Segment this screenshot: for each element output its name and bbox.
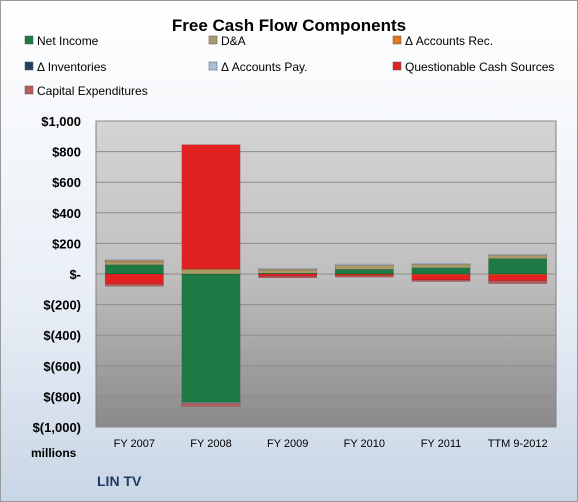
chart-title: Free Cash Flow Components (172, 16, 406, 35)
y-tick-label: $- (69, 267, 81, 282)
bar-segment (334, 275, 394, 278)
bar-segment (334, 263, 394, 266)
legend-swatch (24, 85, 34, 95)
bar-segment (411, 267, 471, 275)
bar-segment (181, 403, 241, 407)
bar-segment (411, 263, 471, 265)
y-tick-label: $400 (52, 206, 81, 221)
y-tick-label: $600 (52, 175, 81, 190)
legend-label: Δ Accounts Pay. (221, 60, 308, 74)
bar-segment (411, 279, 471, 282)
bar-segment (258, 268, 318, 270)
y-tick-label: $(800) (43, 389, 81, 404)
company-label: LIN TV (97, 473, 142, 489)
bar-segment (104, 264, 164, 275)
y-tick-label: $(200) (43, 298, 81, 313)
bar-segment (181, 273, 241, 403)
legend-label: Net Income (37, 34, 99, 48)
x-tick-label: TTM 9-2012 (488, 438, 548, 450)
units-label: millions (31, 446, 77, 460)
bar-segment (104, 259, 164, 262)
bar-segment (181, 144, 241, 269)
legend-swatch (392, 35, 402, 45)
x-tick-label: FY 2007 (114, 438, 155, 450)
legend-swatch (208, 61, 218, 71)
legend-label: D&A (221, 34, 246, 48)
bar-segment (334, 264, 394, 270)
x-tick-label: FY 2009 (267, 438, 308, 450)
y-tick-label: $(400) (43, 328, 81, 343)
y-tick-label: $1,000 (41, 114, 81, 129)
legend-swatch (24, 61, 34, 71)
x-tick-label: FY 2011 (421, 438, 462, 450)
y-tick-label: $(600) (43, 359, 81, 374)
legend-swatch (24, 35, 34, 45)
y-tick-label: $200 (52, 236, 81, 251)
legend-label: Questionable Cash Sources (405, 60, 554, 74)
bar-segment (258, 273, 318, 277)
x-tick-label: FY 2010 (344, 438, 385, 450)
bar-segment (258, 276, 318, 279)
x-tick-label: FY 2008 (190, 438, 231, 450)
bar-segment (488, 254, 548, 259)
legend-label: Δ Inventories (37, 60, 106, 74)
bar-segment (104, 283, 164, 287)
bar-segment (181, 269, 241, 275)
legend-swatch (208, 35, 218, 45)
legend-swatch (392, 61, 402, 71)
bar-segment (488, 280, 548, 284)
bar-segment (334, 269, 394, 275)
bar-segment (411, 274, 471, 281)
bar-segment (104, 273, 164, 285)
x-axis: FY 2007 FY 2008 FY 2009 FY 2010 FY 2011 TTM 9… (114, 438, 548, 450)
bar-segment (411, 263, 471, 269)
y-axis: $1,000 $800 $600 $400 $200 $- $(200) $(400) $(60… (33, 114, 81, 435)
legend-label: Capital Expenditures (37, 84, 148, 98)
y-tick-label: $(1,000) (33, 420, 81, 435)
bar-segment (488, 253, 548, 256)
bars (104, 144, 548, 407)
y-tick-label: $800 (52, 145, 81, 160)
bar-segment (488, 258, 548, 275)
legend-label: Δ Accounts Rec. (405, 34, 493, 48)
grid-lines (96, 120, 556, 428)
legend: Net Income D&A Δ Accounts Rec. Δ Inventorie… (24, 34, 554, 98)
bar-segment (488, 274, 548, 282)
